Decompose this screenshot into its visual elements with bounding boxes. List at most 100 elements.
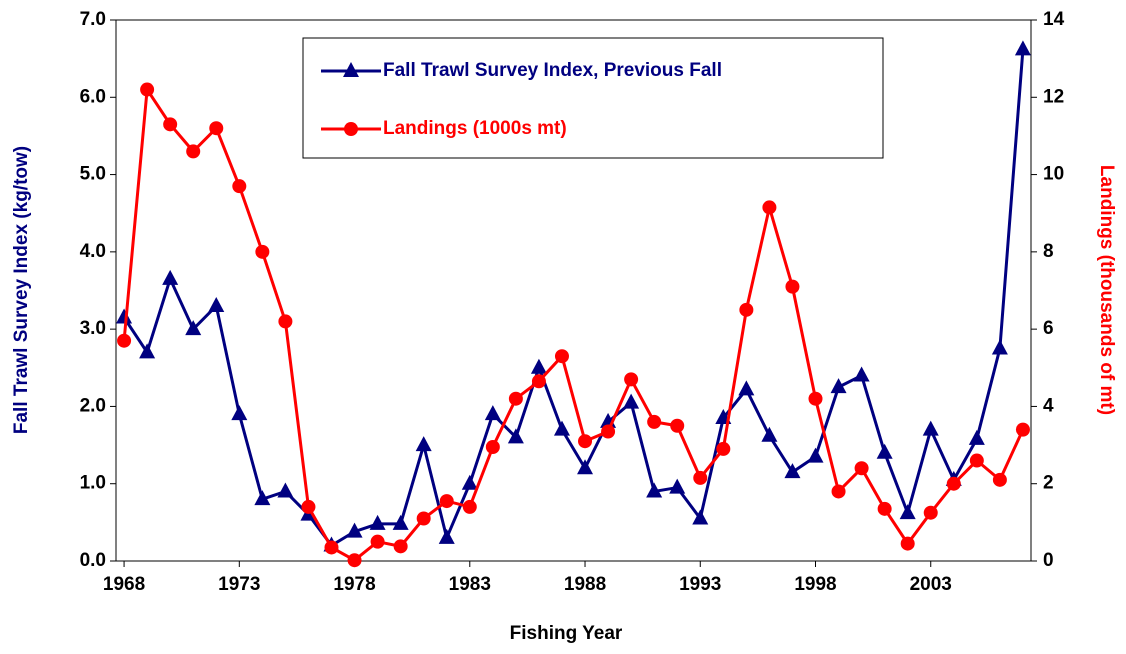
triangle-marker	[507, 428, 524, 444]
x-tick-label: 1973	[218, 574, 260, 595]
triangle-marker	[254, 490, 271, 506]
triangle-marker	[853, 366, 870, 382]
triangle-marker	[577, 459, 594, 475]
circle-marker	[324, 540, 339, 555]
triangle-marker	[784, 463, 801, 479]
triangle-marker	[899, 504, 916, 520]
y2-tick-label: 2	[1043, 473, 1054, 494]
circle-marker	[601, 424, 616, 439]
triangle-marker	[208, 296, 225, 312]
triangle-marker	[738, 380, 755, 396]
y2-tick-label: 10	[1043, 164, 1064, 185]
triangle-marker	[369, 514, 386, 530]
triangle-marker	[438, 528, 455, 544]
circle-marker	[946, 476, 961, 491]
triangle-marker	[415, 436, 432, 452]
triangle-marker	[807, 447, 824, 463]
y2-tick-label: 8	[1043, 241, 1054, 262]
y-tick-label: 4.0	[80, 241, 106, 262]
circle-marker	[900, 536, 915, 551]
triangle-marker	[968, 429, 985, 445]
circle-marker	[117, 333, 132, 348]
circle-marker	[969, 453, 984, 468]
series-line	[122, 49, 1025, 548]
y-tick-label: 5.0	[80, 164, 106, 185]
x-tick-label: 1983	[449, 574, 491, 595]
y-tick-label: 7.0	[80, 9, 106, 30]
triangle-marker	[922, 420, 939, 436]
triangle-marker	[553, 420, 570, 436]
triangle-marker	[346, 522, 363, 538]
triangle-marker	[139, 343, 156, 359]
circle-marker	[693, 470, 708, 485]
circle-marker	[485, 440, 500, 455]
x-tick-label: 1993	[679, 574, 721, 595]
triangle-marker	[646, 482, 663, 498]
x-tick-label: 1978	[333, 574, 375, 595]
triangle-marker	[669, 478, 686, 494]
y-tick-label: 3.0	[80, 318, 106, 339]
triangle-marker	[876, 443, 893, 459]
triangle-marker	[162, 269, 179, 285]
circle-marker	[739, 302, 754, 317]
legend-label: Fall Trawl Survey Index, Previous Fall	[383, 60, 722, 81]
circle-marker	[923, 505, 938, 520]
legend-box	[302, 37, 884, 159]
plot-frame	[115, 19, 1032, 562]
y-tick-label: 0.0	[80, 550, 106, 571]
triangle-marker	[231, 405, 248, 421]
x-tick-label: 1988	[564, 574, 606, 595]
circle-marker	[344, 122, 358, 136]
circle-marker	[785, 279, 800, 294]
triangle-marker	[484, 405, 501, 421]
triangle-marker	[392, 514, 409, 530]
circle-marker	[831, 484, 846, 499]
y-tick-label: 2.0	[80, 395, 106, 416]
y2-tick-label: 0	[1043, 550, 1054, 571]
triangle-marker	[1014, 40, 1031, 56]
circle-marker	[670, 418, 685, 433]
circle-marker	[209, 121, 224, 136]
triangle-marker	[461, 474, 478, 490]
triangle-marker	[185, 320, 202, 336]
circle-marker	[439, 494, 454, 509]
x-axis-label: Fishing Year	[510, 623, 623, 644]
circle-marker	[854, 461, 869, 476]
circle-marker	[163, 117, 178, 132]
x-tick-label: 2003	[910, 574, 952, 595]
circle-marker	[808, 391, 823, 406]
circle-marker	[1015, 422, 1030, 437]
y2-axis-label: Landings (thousands of mt)	[1096, 165, 1117, 415]
circle-marker	[370, 534, 385, 549]
triangle-marker	[623, 393, 640, 409]
y2-tick-label: 12	[1043, 86, 1064, 107]
circle-marker	[554, 349, 569, 364]
triangle-marker	[343, 62, 359, 77]
circle-marker	[531, 374, 546, 389]
y-axis-label: Fall Trawl Survey Index (kg/tow)	[11, 146, 32, 434]
series-line	[122, 85, 1025, 563]
circle-marker	[992, 472, 1007, 487]
triangle-marker	[530, 358, 547, 374]
circle-marker	[278, 314, 293, 329]
y2-tick-label: 14	[1043, 9, 1065, 30]
circle-marker	[186, 144, 201, 159]
y-tick-label: 1.0	[80, 473, 106, 494]
circle-marker	[462, 499, 477, 514]
circle-marker	[877, 501, 892, 516]
circle-marker	[255, 244, 270, 259]
legend-label: Landings (1000s mt)	[383, 118, 567, 139]
triangle-marker	[116, 308, 133, 324]
triangle-marker	[692, 509, 709, 525]
circle-marker	[762, 200, 777, 215]
triangle-marker	[277, 482, 294, 498]
circle-marker	[232, 179, 247, 194]
circle-marker	[347, 553, 362, 568]
y2-tick-label: 6	[1043, 318, 1054, 339]
circle-marker	[393, 539, 408, 554]
circle-marker	[301, 499, 316, 514]
circle-marker	[508, 391, 523, 406]
circle-marker	[624, 372, 639, 387]
x-tick-label: 1968	[103, 574, 145, 595]
